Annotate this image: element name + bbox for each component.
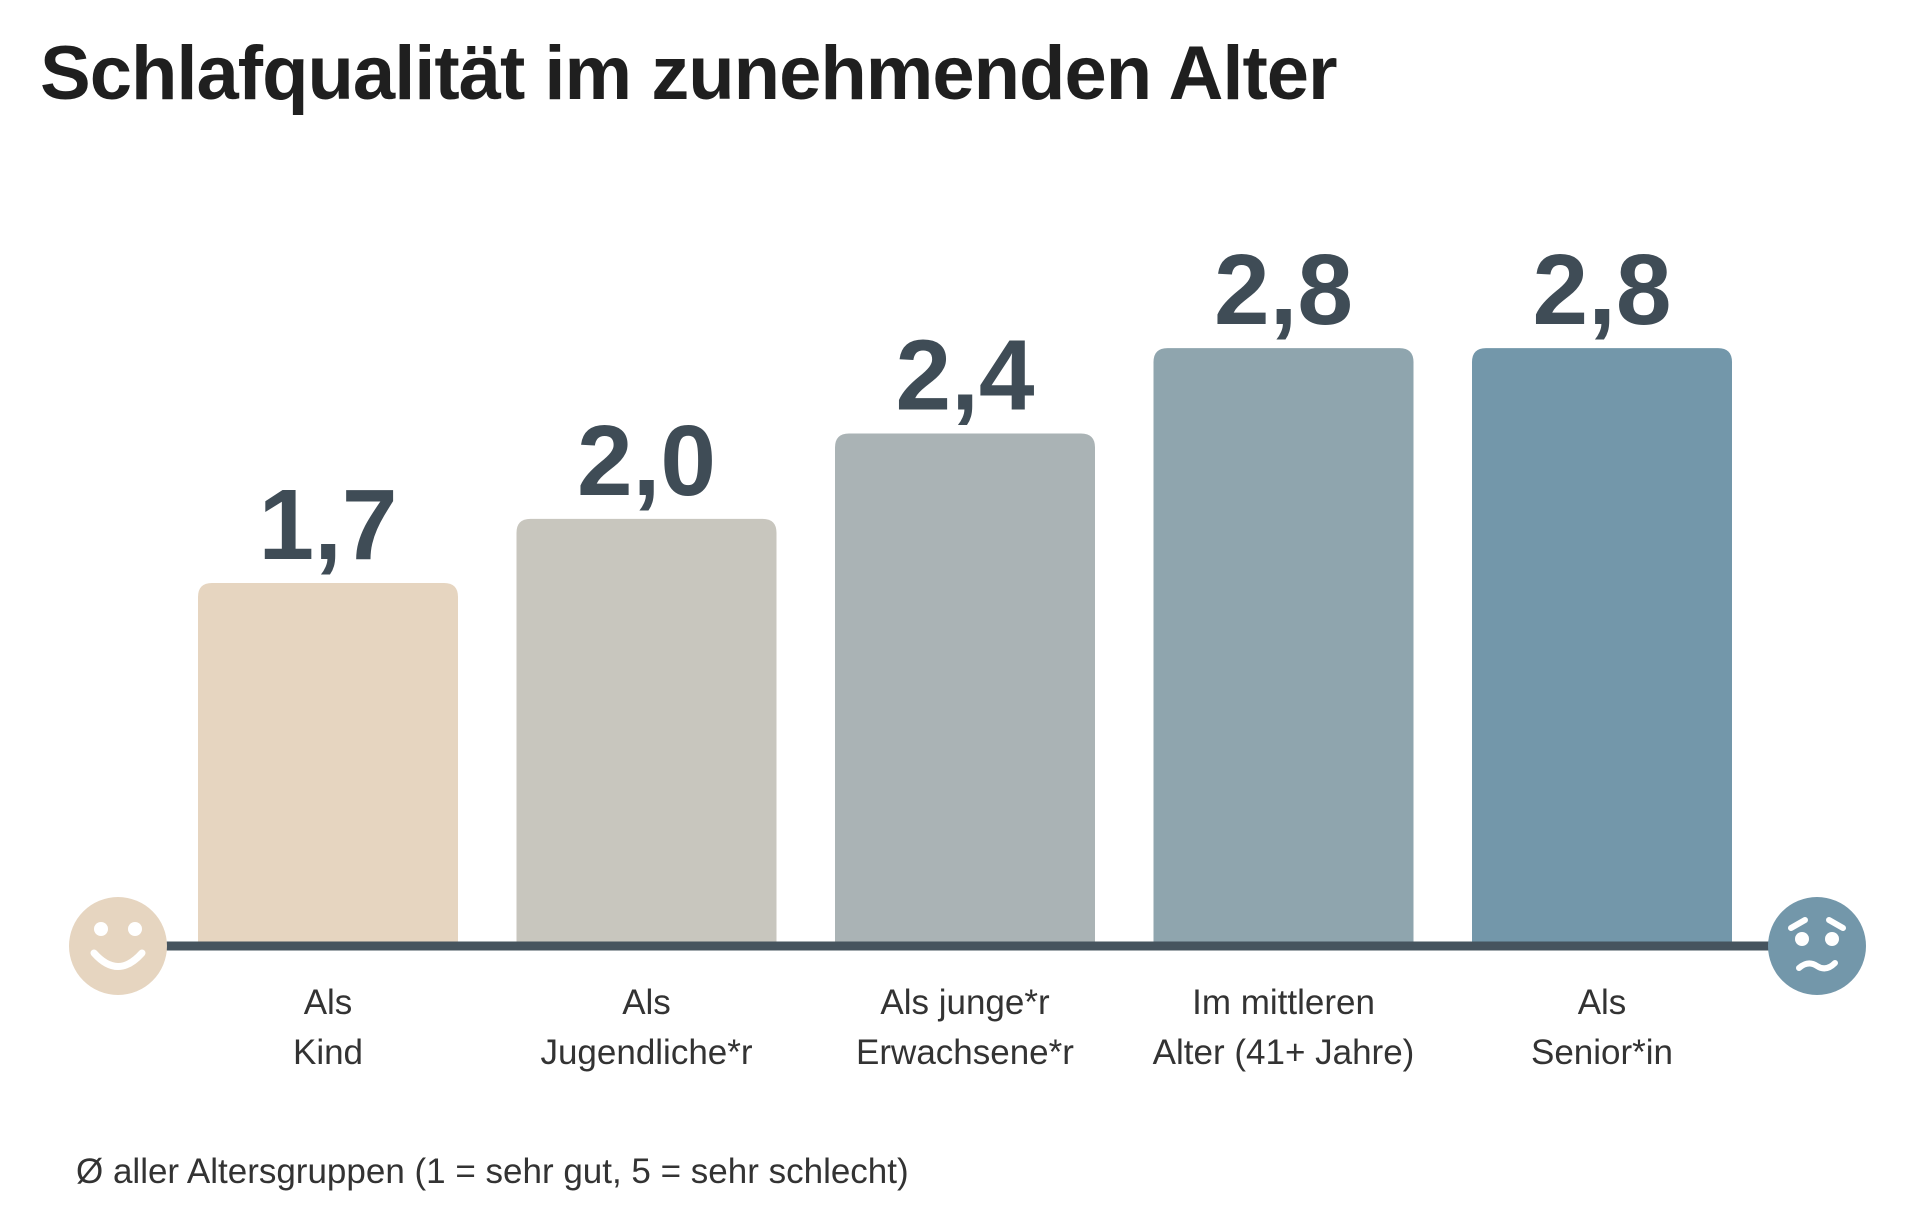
bar-2	[516, 518, 777, 946]
category-label: Erwachsene*r	[856, 1033, 1074, 1072]
chart-footnote: Ø aller Altersgruppen (1 = sehr gut, 5 =…	[76, 1152, 909, 1191]
chart-title: Schlafqualität im zunehmenden Alter	[40, 31, 1338, 116]
bar-5	[1472, 348, 1732, 946]
category-label: Jugendliche*r	[540, 1033, 752, 1072]
category-label: Als junge*r	[880, 983, 1050, 1022]
bar-3	[835, 433, 1095, 946]
category-label: Als	[1578, 983, 1627, 1022]
bar-value-label: 2,0	[577, 405, 716, 517]
bar-1	[198, 582, 458, 946]
smiling-face-icon	[69, 897, 167, 995]
category-label: Als	[304, 983, 353, 1022]
category-label: Kind	[293, 1033, 363, 1072]
bar-value-label: 2,4	[895, 319, 1034, 431]
category-label: Senior*in	[1531, 1033, 1673, 1072]
worried-face-icon	[1768, 897, 1866, 995]
bar-value-label: 1,7	[258, 469, 397, 581]
category-label: Alter (41+ Jahre)	[1153, 1033, 1415, 1072]
category-label: Als	[622, 983, 671, 1022]
category-label: Im mittleren	[1192, 983, 1375, 1022]
bar-value-label: 2,8	[1214, 234, 1353, 346]
bar-value-label: 2,8	[1532, 234, 1671, 346]
bar-4	[1153, 348, 1414, 946]
bars-layer: 1,7 Als Kind 2,0 Als Jugendliche*r 2,4 Als jung…	[198, 234, 1732, 1072]
